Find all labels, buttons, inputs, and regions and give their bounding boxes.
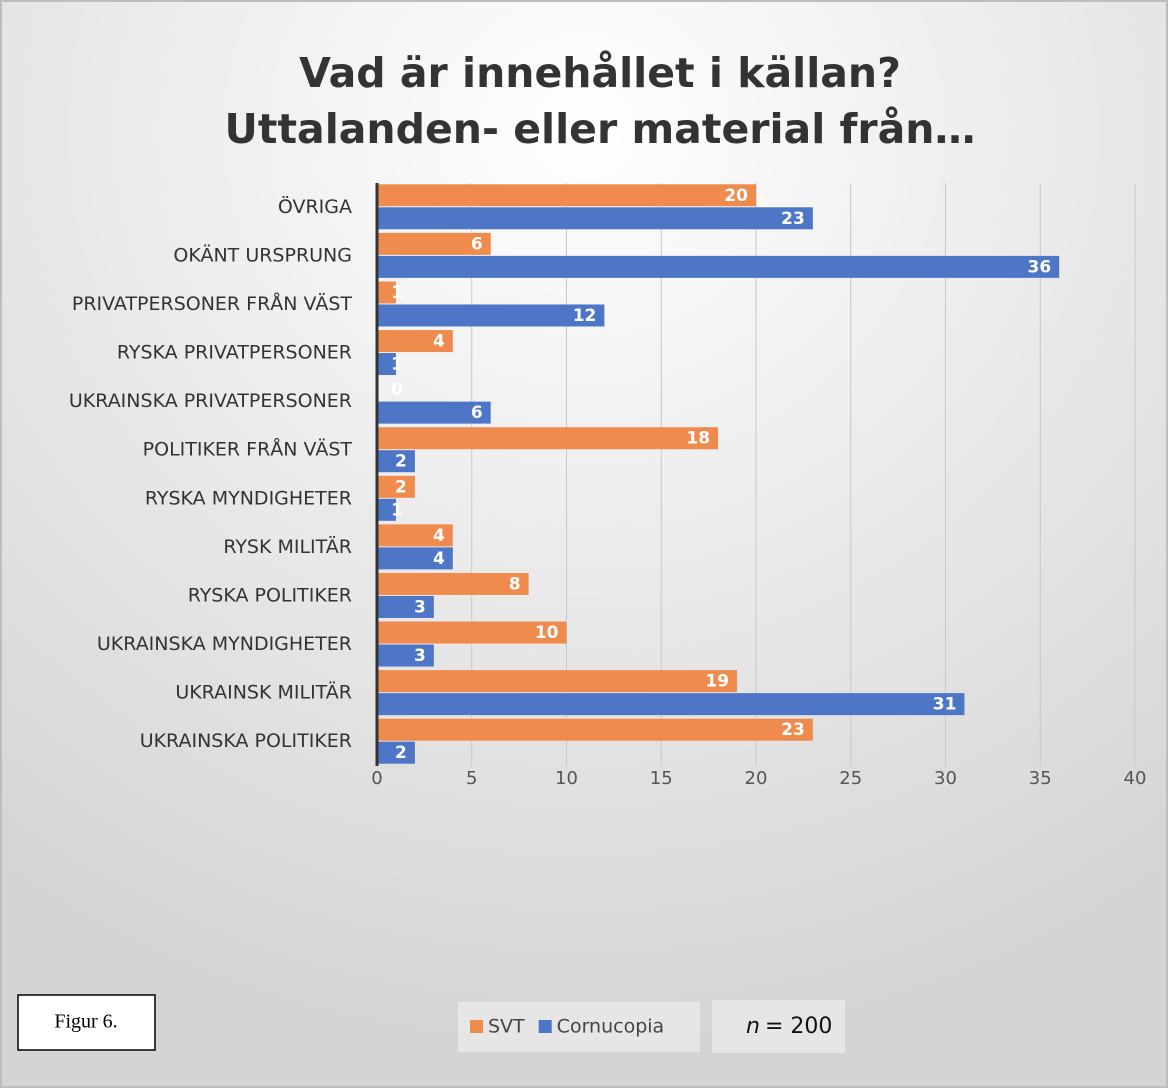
bar [377,304,605,327]
bar [377,498,396,521]
bar [377,184,756,207]
sample-box [712,1000,845,1053]
data-label: 19 [705,672,729,692]
data-label: 3 [414,597,426,617]
bar [377,255,1060,278]
data-label: 31 [933,695,957,715]
data-label: 18 [686,429,710,449]
sample-text: = 200 [765,1014,832,1039]
legend-label: SVT [488,1016,525,1038]
y-tick-label: UKRAINSKA PRIVATPERSONER [69,390,352,412]
data-label: 1 [391,355,403,375]
y-tick-label: POLITIKER FRÅN VÄST [143,438,353,461]
data-label: 4 [433,526,445,546]
data-label: 10 [535,623,559,643]
bar [377,693,965,716]
bar [377,718,813,741]
sample-symbol: n [746,1014,760,1039]
bar [377,644,434,667]
y-tick-label: RYSKA PRIVATPERSONER [117,342,352,364]
data-label: 23 [781,720,805,740]
y-tick-label: OKÄNT URSPRUNG [173,243,352,266]
bar [377,741,415,764]
y-tick-label: RYSKA MYNDIGHETER [145,487,352,509]
bar [377,281,396,304]
bar [377,450,415,473]
legend-box [458,1002,700,1052]
data-label: 1 [391,283,403,303]
bar [377,670,738,693]
y-tick-label: UKRAINSKA POLITIKER [140,730,352,752]
y-tick-label: PRIVATPERSONER FRÅN VÄST [72,292,353,315]
bar [377,330,453,353]
x-tick-label: 10 [555,768,578,789]
data-label: 23 [781,209,805,229]
data-label: 2 [395,452,407,472]
bar [377,572,529,595]
data-label: 2 [395,743,407,763]
x-tick-label: 20 [745,768,768,789]
legend-label: Cornucopia [557,1016,665,1038]
legend-swatch [538,1020,552,1033]
data-label: 6 [471,234,483,254]
x-tick-label: 5 [466,768,477,789]
x-tick-label: 40 [1124,768,1147,789]
data-label: 8 [509,574,521,594]
bar [377,547,453,570]
chart-subtitle: Uttalanden- eller material från… [225,105,976,153]
data-label: 0 [391,380,403,400]
y-tick-label: UKRAINSKA MYNDIGHETER [97,633,352,655]
data-label: 6 [471,403,483,423]
data-label: 4 [433,549,445,569]
data-label: 36 [1028,257,1052,277]
y-tick-label: ÖVRIGA [278,195,352,218]
bar [377,353,396,376]
bar [377,475,415,498]
data-label: 4 [433,332,445,352]
data-label: 12 [573,306,597,326]
bar [377,232,491,255]
figure-label: Figur 6. [54,1011,117,1033]
chart-title: Vad är innehållet i källan? [299,49,901,97]
bar [377,427,719,450]
figure-box [17,994,156,1051]
x-tick-label: 0 [371,768,382,789]
bar [377,401,491,424]
x-tick-label: 35 [1029,768,1052,789]
data-label: 3 [414,646,426,666]
bar [377,595,434,618]
y-tick-label: UKRAINSK MILITÄR [175,681,352,704]
x-tick-label: 15 [650,768,673,789]
y-tick-label: RYSK MILITÄR [223,535,352,558]
data-label: 20 [724,186,748,206]
x-tick-label: 25 [839,768,862,789]
bar [377,207,813,230]
x-tick-label: 30 [934,768,957,789]
bar [377,524,453,547]
y-tick-label: RYSKA POLITIKER [188,584,352,606]
bar [377,621,567,644]
legend-swatch [470,1020,483,1033]
data-label: 2 [395,477,407,497]
data-label: 1 [391,500,403,520]
